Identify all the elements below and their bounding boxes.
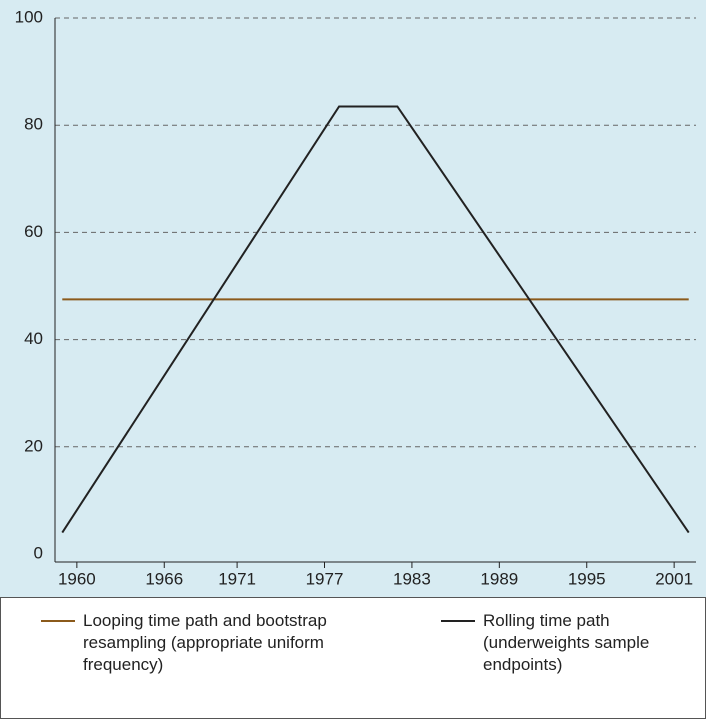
x-tick-label: 1977 xyxy=(306,569,344,588)
x-tick-label: 1966 xyxy=(145,569,183,588)
x-tick-label: 1960 xyxy=(58,569,96,588)
x-tick-label: 2001 xyxy=(655,569,693,588)
legend-swatch xyxy=(441,620,475,622)
legend-item: Looping time path and bootstrap resampli… xyxy=(41,610,371,676)
line-series xyxy=(61,105,690,534)
x-tick-label: 1983 xyxy=(393,569,431,588)
legend: Looping time path and bootstrap resampli… xyxy=(0,597,706,719)
y-tick-label: 20 xyxy=(24,436,43,455)
y-tick-label: 80 xyxy=(24,115,43,134)
y-tick-label: 40 xyxy=(24,329,43,348)
x-tick-label: 1995 xyxy=(568,569,606,588)
legend-item: Rolling time path (underweights sample e… xyxy=(441,610,691,676)
x-tick-label: 1989 xyxy=(480,569,518,588)
plot: 0 20 40 60 80 100 1960 1966 1971 1977 1983 1989 1995… xyxy=(15,7,696,588)
x-tick-label: 1971 xyxy=(218,569,256,588)
y-tick-label: 60 xyxy=(24,222,43,241)
y-tick-label: 0 xyxy=(34,543,43,562)
legend-label: Looping time path and bootstrap resampli… xyxy=(83,611,327,674)
y-tick-label: 100 xyxy=(15,7,43,26)
legend-label: Rolling time path (underweights sample e… xyxy=(483,611,650,674)
legend-swatch xyxy=(41,620,75,622)
